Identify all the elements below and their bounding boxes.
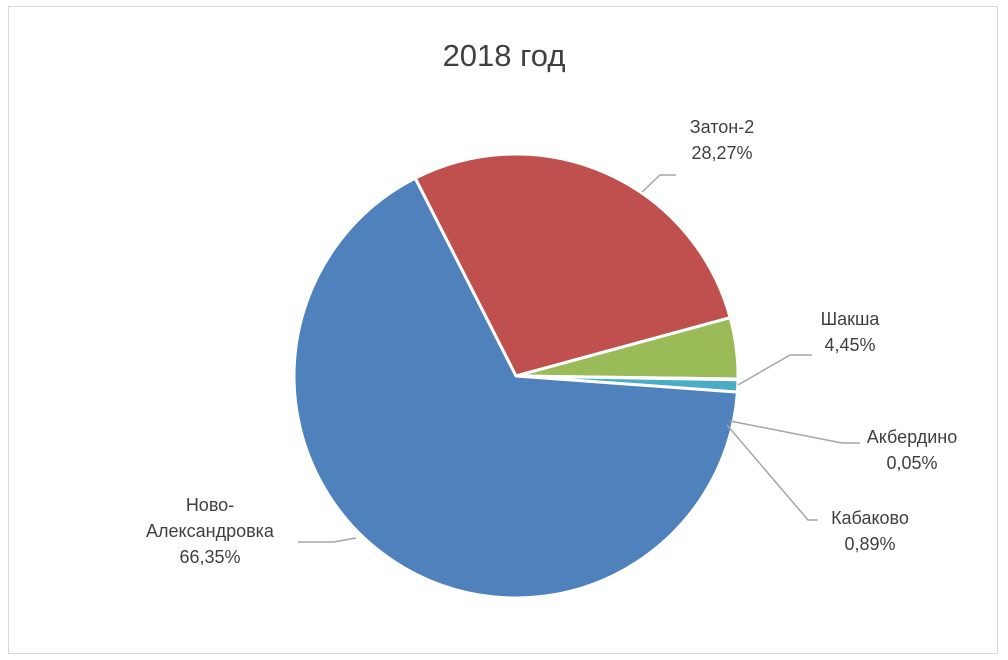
data-label-3: Акбердино 0,05%	[867, 427, 958, 473]
data-label-2: Шакша 4,45%	[821, 309, 881, 355]
data-label-value: 0,05%	[886, 453, 937, 473]
data-label-value: 0,89%	[844, 534, 895, 554]
leader-line-3	[729, 420, 860, 444]
data-label-category: Ново-	[186, 495, 234, 515]
data-label-1: Затон-2 28,27%	[690, 117, 755, 163]
data-label-category: Акбердино	[867, 427, 958, 447]
data-label-value: 28,27%	[691, 143, 752, 163]
data-label-category: Кабаково	[831, 508, 909, 528]
chart-title: 2018 год	[442, 38, 566, 73]
data-label-value: 4,45%	[824, 335, 875, 355]
data-label-5: Ново- Александровка 66,35%	[146, 495, 275, 567]
pie-slice-5	[292, 176, 739, 600]
pie-slice-1	[413, 152, 732, 378]
data-label-4: Кабаково 0,89%	[831, 508, 909, 554]
leader-line-5	[298, 537, 357, 543]
leader-line-4	[726, 424, 818, 521]
leader-line-2	[737, 354, 812, 386]
leader-line-1	[641, 174, 676, 193]
data-label-category: Затон-2	[690, 117, 755, 137]
data-label-value: 66,35%	[179, 547, 240, 567]
data-label-category: Шакша	[821, 309, 881, 329]
data-label-category: Александровка	[146, 521, 275, 541]
